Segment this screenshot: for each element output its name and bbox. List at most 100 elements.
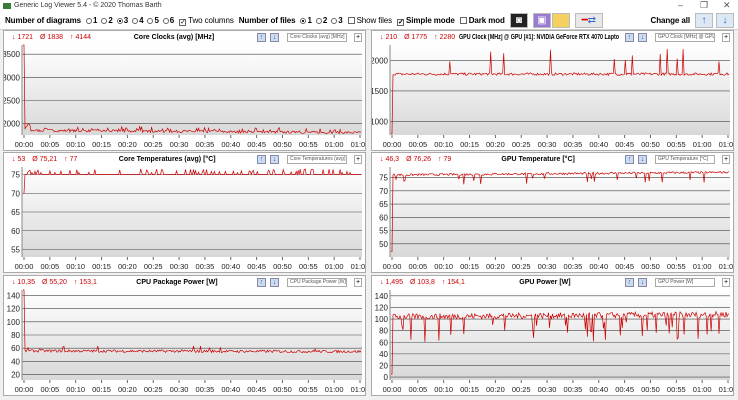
x-tick-label: 00:25 bbox=[512, 140, 531, 149]
series-select[interactable]: CPU Package Power [W] bbox=[287, 277, 347, 287]
show-files-checkbox[interactable]: Show files bbox=[347, 16, 392, 25]
add-button[interactable]: + bbox=[354, 277, 362, 287]
panel-title: Core Temperatures (avg) [°C] bbox=[118, 155, 216, 163]
radio-label: 1 bbox=[307, 16, 312, 25]
x-tick-label: 00:30 bbox=[170, 140, 189, 149]
radio-option-5[interactable]: 5 bbox=[147, 16, 159, 25]
series-select[interactable]: GPU Power [W] bbox=[655, 277, 715, 287]
x-tick-label: 01:00 bbox=[325, 385, 344, 394]
x-tick-label: 00:20 bbox=[118, 262, 137, 271]
stat-min: ↓ 1721 bbox=[12, 33, 34, 41]
series-select[interactable]: Core Temperatures (avg) bbox=[287, 154, 347, 164]
checkbox-icon bbox=[347, 17, 355, 24]
y-tick-label: 65 bbox=[11, 208, 20, 217]
x-tick-label: 00:15 bbox=[460, 140, 479, 149]
simple-mode-checkbox[interactable]: ✓ Simple mode bbox=[397, 16, 455, 26]
radio-option-3[interactable]: 3 bbox=[116, 16, 128, 25]
stat-min: ↓ 53 bbox=[12, 155, 26, 163]
arrow-up-icon[interactable]: ↑ bbox=[257, 154, 266, 164]
series-select[interactable]: GPU Clock [MHz] @ GPU bbox=[655, 32, 715, 42]
arrow-up-icon[interactable]: ↑ bbox=[257, 277, 266, 287]
add-button[interactable]: + bbox=[722, 154, 730, 164]
x-tick-label: 00:25 bbox=[144, 140, 163, 149]
swap-lines-icon[interactable]: ━⇄ bbox=[574, 13, 603, 28]
y-tick-label: 80 bbox=[11, 331, 20, 340]
x-tick-label: 00:10 bbox=[66, 262, 85, 271]
arrow-down-icon[interactable]: ↓ bbox=[270, 154, 279, 164]
x-tick-label: 00:10 bbox=[434, 140, 453, 149]
x-tick-label: 00:05 bbox=[408, 262, 427, 271]
arrow-down-icon[interactable]: ↓ bbox=[270, 277, 279, 287]
radio-icon bbox=[331, 18, 338, 24]
panel-title: Core Clocks (avg) [MHz] bbox=[133, 33, 215, 41]
close-button[interactable]: ✕ bbox=[723, 0, 731, 10]
x-tick-label: 00:55 bbox=[667, 385, 686, 394]
camera-icon[interactable]: ◙ bbox=[509, 13, 528, 28]
x-tick-label: 00:35 bbox=[564, 385, 583, 394]
arrow-up-icon[interactable]: ↑ bbox=[257, 32, 266, 42]
x-tick-label: 00:10 bbox=[66, 385, 85, 394]
arrow-down-icon[interactable]: ↓ bbox=[638, 32, 647, 42]
radio-label: 3 bbox=[338, 16, 343, 25]
arrow-up-icon[interactable]: ↑ bbox=[625, 32, 634, 42]
y-tick-label: 55 bbox=[379, 227, 388, 236]
add-button[interactable]: + bbox=[354, 154, 362, 164]
diagram-panel: ↓ 10,35 Ø 55,20 ↑ 153,1 CPU Package Power [… bbox=[3, 275, 366, 396]
arrow-down-icon[interactable]: ↓ bbox=[716, 13, 734, 28]
y-tick-label: 20 bbox=[11, 371, 20, 380]
arrow-down-icon[interactable]: ↓ bbox=[638, 277, 647, 287]
add-button[interactable]: + bbox=[354, 32, 362, 42]
x-tick-label: 01:00 bbox=[325, 140, 344, 149]
x-tick-label: 00:40 bbox=[221, 140, 240, 149]
chart-plot: 1000 1500 2000 00:00 00:05 00:10 00:15 00:20 00:… bbox=[372, 45, 733, 149]
radio-option-1[interactable]: 1 bbox=[86, 16, 97, 25]
arrow-up-icon[interactable]: ↑ bbox=[625, 277, 634, 287]
checkbox-icon: ✓ bbox=[179, 18, 187, 26]
x-tick-label: 00:55 bbox=[667, 140, 686, 149]
arrow-down-icon[interactable]: ↓ bbox=[638, 154, 647, 164]
series-select[interactable]: Core Clocks (avg) [MHz] bbox=[287, 32, 347, 42]
add-button[interactable]: + bbox=[722, 277, 730, 287]
arrow-down-icon[interactable]: ↓ bbox=[270, 32, 279, 42]
y-tick-label: 3500 bbox=[4, 50, 21, 59]
x-tick-label: 00:10 bbox=[66, 140, 85, 149]
x-tick-label: 00:35 bbox=[564, 262, 583, 271]
save-icon[interactable]: ▣ bbox=[532, 13, 551, 28]
x-tick-label: 00:55 bbox=[299, 385, 318, 394]
y-tick-label: 140 bbox=[7, 291, 21, 300]
x-tick-label: 00:05 bbox=[40, 262, 59, 271]
radio-label: 5 bbox=[154, 16, 159, 25]
y-tick-label: 100 bbox=[7, 318, 21, 327]
series-line bbox=[391, 48, 730, 135]
two-columns-checkbox[interactable]: ✓ Two columns bbox=[179, 16, 234, 26]
x-tick-label: 00:05 bbox=[408, 385, 427, 394]
series-line bbox=[391, 170, 730, 253]
radio-option-4[interactable]: 4 bbox=[132, 16, 144, 25]
dark-mode-checkbox[interactable]: Dark mod bbox=[459, 16, 505, 25]
diagram-panel: ↓ 1721 Ø 1838 ↑ 4144 Core Clocks (avg) [MHz… bbox=[3, 30, 366, 151]
radio-option-6[interactable]: 6 bbox=[162, 16, 174, 25]
x-tick-label: 01:00 bbox=[693, 140, 712, 149]
radio-option-1[interactable]: 1 bbox=[300, 16, 312, 25]
radio-icon bbox=[315, 18, 322, 24]
arrow-up-icon[interactable]: ↑ bbox=[695, 13, 713, 28]
x-tick-label: 00:45 bbox=[615, 140, 634, 149]
radio-option-2[interactable]: 2 bbox=[315, 16, 327, 25]
add-button[interactable]: + bbox=[722, 32, 730, 42]
x-tick-label: 01:00 bbox=[693, 262, 712, 271]
panel-title-wrap: Core Temperatures (avg) [°C] bbox=[81, 156, 253, 163]
series-select[interactable]: GPU Temperature [°C] bbox=[655, 154, 715, 164]
panel-title-wrap: Core Clocks (avg) [MHz] bbox=[95, 34, 253, 41]
arrow-up-icon[interactable]: ↑ bbox=[625, 154, 634, 164]
y-tick-label: 70 bbox=[11, 189, 20, 198]
maximize-button[interactable]: ❐ bbox=[700, 0, 709, 10]
diagram-panel: ↓ 53 Ø 75,21 ↑ 77 Core Temperatures (avg) [… bbox=[3, 152, 366, 273]
radio-option-2[interactable]: 2 bbox=[101, 16, 113, 25]
folder-icon[interactable] bbox=[551, 13, 570, 28]
y-tick-label: 2000 bbox=[4, 119, 21, 128]
x-tick-label: 00:20 bbox=[118, 385, 137, 394]
stat-min: ↓ 210 bbox=[380, 33, 398, 41]
minimize-button[interactable]: – bbox=[678, 0, 684, 10]
radio-option-3[interactable]: 3 bbox=[331, 16, 343, 25]
